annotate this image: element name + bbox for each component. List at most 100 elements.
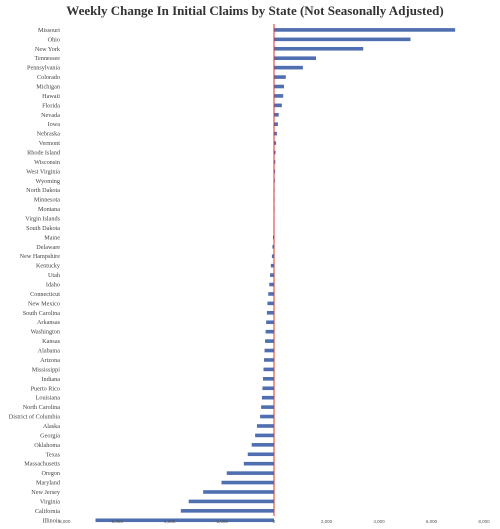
chart-title: Weekly Change In Initial Claims by State…	[66, 3, 443, 18]
category-label-california: California	[35, 508, 60, 515]
category-label-montana: Montana	[38, 206, 60, 213]
x-tick-label: 4,000	[373, 519, 385, 524]
bar-west-virginia	[274, 169, 276, 174]
category-label-new-york: New York	[35, 46, 61, 53]
category-label-arkansas: Arkansas	[37, 319, 61, 326]
bar-nebraska	[274, 131, 277, 136]
bar-indiana	[262, 377, 274, 381]
bar-georgia	[255, 433, 274, 438]
category-label-colorado: Colorado	[37, 74, 60, 81]
bar-iowa	[274, 122, 278, 127]
category-label-indiana: Indiana	[41, 376, 60, 383]
bars-group	[95, 28, 456, 523]
category-label-maryland: Maryland	[36, 480, 61, 487]
category-label-alaska: Alaska	[43, 423, 60, 430]
category-label-iowa: Iowa	[48, 121, 61, 128]
bar-washington	[265, 329, 274, 334]
bar-oregon	[226, 471, 274, 475]
x-tick-label: -2,000	[215, 519, 228, 524]
bar-louisiana	[261, 395, 274, 400]
bar-florida	[274, 103, 282, 108]
bar-alabama	[264, 348, 274, 353]
category-label-puerto-rico: Puerto Rico	[31, 385, 60, 392]
bar-arizona	[264, 358, 274, 362]
x-tick-label: 2,000	[321, 519, 333, 524]
bar-new-york	[274, 46, 364, 51]
bar-new-jersey	[203, 490, 274, 494]
category-label-nevada: Nevada	[41, 112, 60, 119]
bar-colorado	[274, 75, 286, 79]
category-label-minnesota: Minnesota	[34, 197, 60, 204]
category-label-louisiana: Louisiana	[36, 395, 61, 402]
bar-north-carolina	[261, 405, 274, 409]
bar-tennessee	[274, 56, 316, 61]
bar-maryland	[221, 480, 274, 485]
category-label-oklahoma: Oklahoma	[34, 442, 60, 449]
category-label-idaho: Idaho	[46, 282, 60, 289]
category-label-nebraska: Nebraska	[37, 131, 61, 138]
x-tick-label: -6,000	[110, 519, 123, 524]
bar-mississippi	[263, 367, 274, 372]
category-label-michigan: Michigan	[36, 83, 60, 90]
bar-connecticut	[268, 292, 274, 296]
bar-illinois	[95, 518, 274, 523]
x-tick-label: 8,000	[478, 519, 490, 524]
bar-nevada	[274, 112, 279, 117]
bar-missouri	[274, 28, 456, 32]
category-label-kansas: Kansas	[42, 338, 60, 345]
bar-maine	[272, 235, 274, 240]
bar-new-hampshire	[271, 254, 274, 259]
x-tick-label: 0	[273, 519, 276, 524]
category-label-mississippi: Mississippi	[32, 366, 60, 373]
category-label-west-virginia: West Virginia	[26, 168, 60, 175]
bar-california	[180, 509, 274, 513]
category-label-north-dakota: North Dakota	[26, 187, 60, 194]
category-label-arizona: Arizona	[40, 357, 60, 364]
category-label-utah: Utah	[48, 272, 61, 279]
category-label-connecticut: Connecticut	[30, 291, 60, 298]
bar-south-carolina	[266, 311, 274, 315]
category-label-north-carolina: North Carolina	[23, 404, 61, 411]
bar-puerto-rico	[262, 386, 274, 391]
category-label-washington: Washington	[31, 329, 60, 336]
bar-vermont	[274, 141, 277, 145]
category-label-maine: Maine	[44, 234, 60, 241]
category-label-new-mexico: New Mexico	[28, 300, 60, 307]
category-label-south-dakota: South Dakota	[26, 225, 60, 232]
bar-delaware	[272, 245, 274, 249]
x-tick-label: 6,000	[426, 519, 438, 524]
bar-new-mexico	[267, 301, 274, 306]
category-labels: Missouri Ohio New York Tennessee Pennsylvani…	[9, 27, 61, 524]
x-axis-ticks: -8,000 -6,000 -4,000 -2,000 0 2,000 4,000 6,000…	[58, 519, 491, 524]
category-label-massachusetts: Massachusetts	[24, 461, 60, 468]
category-label-georgia: Georgia	[40, 432, 60, 439]
category-label-south-carolina: South Carolina	[23, 310, 61, 317]
category-label-alabama: Alabama	[38, 348, 61, 355]
category-label-wisconsin: Wisconsin	[34, 159, 60, 166]
category-label-new-hampshire: New Hampshire	[20, 253, 61, 260]
category-label-virginia: Virginia	[40, 498, 60, 505]
bar-massachusetts	[243, 461, 274, 466]
bar-texas	[247, 452, 274, 457]
category-label-illinois: Illinois	[42, 517, 60, 524]
bar-virginia	[188, 499, 274, 504]
category-label-virgin-islands: Virgin Islands	[25, 216, 60, 223]
category-label-hawaii: Hawaii	[42, 93, 60, 100]
category-label-kentucky: Kentucky	[36, 263, 61, 270]
category-label-ohio: Ohio	[48, 36, 60, 43]
bar-wisconsin	[274, 160, 276, 164]
bar-district-of-columbia	[260, 414, 274, 419]
category-label-tennessee: Tennessee	[35, 55, 61, 62]
bar-rhode-island	[274, 150, 276, 155]
bar-kentucky	[270, 263, 274, 268]
bar-arkansas	[266, 320, 274, 325]
category-label-rhode-island: Rhode Island	[27, 150, 61, 157]
bar-idaho	[269, 282, 274, 287]
bar-kansas	[265, 339, 274, 343]
bar-oklahoma	[251, 443, 274, 447]
bar-michigan	[274, 84, 284, 89]
category-label-delaware: Delaware	[36, 244, 60, 251]
category-label-missouri: Missouri	[38, 27, 60, 34]
x-tick-label: -4,000	[163, 519, 176, 524]
